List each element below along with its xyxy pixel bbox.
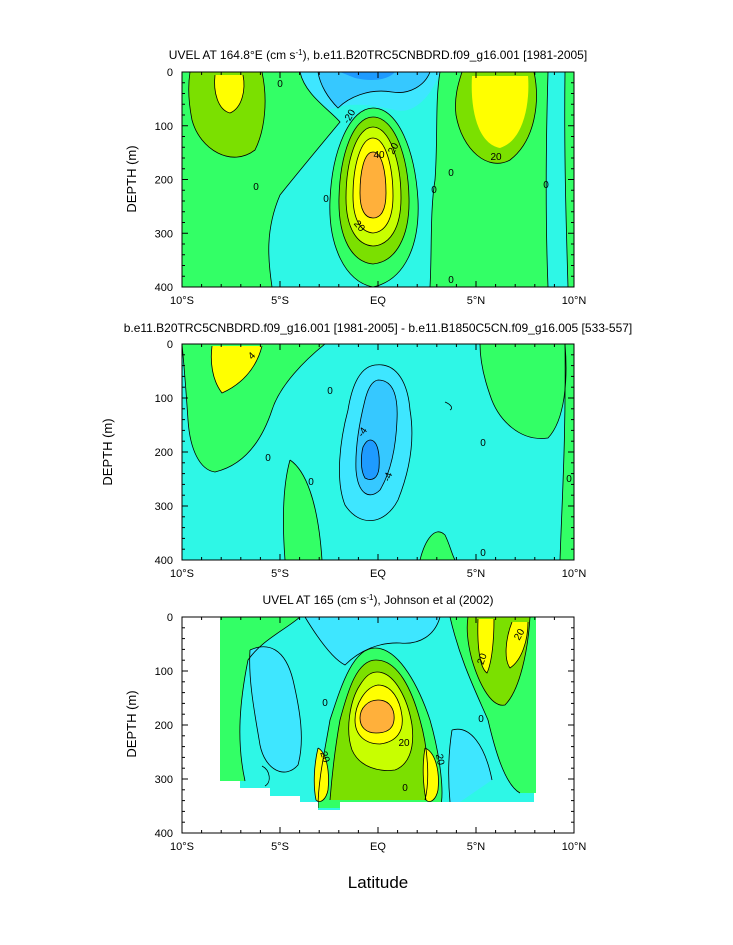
x-tick-label: EQ: [370, 568, 386, 580]
y-tick-label: 400: [155, 282, 173, 294]
x-tick-label: 5°N: [467, 841, 486, 853]
x-tick-label: EQ: [370, 295, 386, 307]
x-tick-label: 10°S: [170, 568, 194, 580]
p2-axes: 10°S 5°S EQ 5°N 10°N 0 100 200 300 400: [155, 339, 587, 580]
p1-clabel: 0: [448, 275, 454, 286]
p3-clabel: 20: [317, 750, 331, 765]
p3-clabel: 20: [398, 738, 410, 749]
y-tick-label: 100: [155, 666, 173, 678]
p1-clabel: 0: [253, 182, 259, 193]
p2-contour-labels: 4 0 0 -4 -4 0 0 0 0: [246, 350, 572, 559]
y-tick-label: 200: [155, 175, 173, 187]
p2-clabel: 0: [566, 474, 572, 485]
p3-core-ne: [506, 622, 528, 668]
x-tick-label: 5°S: [271, 841, 289, 853]
p1-clabel: 0: [431, 185, 437, 196]
p3-core-eq: [360, 700, 395, 733]
x-axis-label: Latitude: [348, 873, 409, 892]
y-tick-label: 0: [167, 67, 173, 79]
p1-clabel: 20: [490, 152, 502, 163]
p1-clabel: 0: [448, 168, 454, 179]
x-tick-label: 5°S: [271, 568, 289, 580]
p1-core-south: [214, 75, 244, 113]
p3-nodata-left: [183, 618, 220, 781]
panel-3-title: UVEL AT 165 (cm s-1), Johnson et al (200…: [262, 593, 493, 607]
p3-clabel: 20: [476, 652, 490, 667]
x-tick-label: 10°N: [562, 295, 587, 307]
p2-band-pos-n: [480, 344, 567, 439]
y-tick-label: 100: [155, 121, 173, 133]
p1-isolines: [188, 72, 569, 287]
p1-ylabel: DEPTH (m): [124, 145, 139, 212]
p3-band-10-edge: [220, 617, 300, 781]
panel-1: UVEL AT 164.8°E (cm s-1), b.e11.B20TRC5C…: [124, 48, 587, 307]
p3-isolines: [239, 617, 531, 809]
panel-2-title: b.e11.B20TRC5CNBDRD.f09_g16.001 [1981-20…: [124, 321, 633, 335]
p3-band-40-wlobe: [314, 748, 329, 802]
p3-clabel: 20: [433, 753, 446, 766]
p1-clabel: 40: [373, 150, 385, 161]
p2-clabel: -4: [382, 471, 396, 484]
p2-clabel: 0: [265, 453, 271, 464]
x-tick-label: 10°N: [562, 841, 587, 853]
p2-clabel: 0: [327, 386, 333, 397]
p2-clabel: 0: [308, 477, 314, 488]
p1-core-north: [471, 76, 529, 148]
p1-clabel: 0: [543, 180, 549, 191]
p1-band-neg20: [318, 72, 430, 108]
x-tick-label: 10°N: [562, 568, 587, 580]
p3-clabel: 0: [402, 783, 408, 794]
p3-band-neg-w: [249, 646, 302, 773]
y-tick-label: 100: [155, 393, 173, 405]
p2-core-neg: [361, 440, 380, 480]
panel-1-field: [182, 72, 574, 287]
y-tick-label: 0: [167, 612, 173, 624]
p2-clabel: 0: [480, 438, 486, 449]
x-tick-label: 10°S: [170, 295, 194, 307]
p3-ylabel: DEPTH (m): [124, 690, 139, 757]
y-tick-label: 300: [155, 501, 173, 513]
panel-3: UVEL AT 165 (cm s-1), Johnson et al (200…: [124, 593, 586, 853]
p2-ylabel: DEPTH (m): [100, 418, 115, 485]
p2-core-south: [211, 346, 262, 393]
p1-band-20-south: [188, 72, 266, 158]
p3-clabel: 20: [512, 627, 527, 643]
p3-core-north: [477, 619, 494, 673]
panel-1-title: UVEL AT 164.8°E (cm s-1), b.e11.B20TRC5C…: [169, 48, 587, 62]
panel-3-field: [220, 617, 536, 810]
panel-2: b.e11.B20TRC5CNBDRD.f09_g16.001 [1981-20…: [100, 321, 632, 580]
p3-clabel: 0: [322, 698, 328, 709]
p3-band-neg-c: [305, 617, 440, 665]
p3-band-neg-n: [448, 729, 492, 802]
p1-clabel: 0: [323, 194, 329, 205]
p1-clabel: 0: [277, 79, 283, 90]
p2-clabel: 0: [480, 548, 486, 559]
y-tick-label: 300: [155, 774, 173, 786]
p3-nodata-mask: [183, 617, 573, 832]
p1-band-neg30: [340, 72, 395, 80]
y-tick-label: 0: [167, 339, 173, 351]
y-tick-label: 400: [155, 555, 173, 567]
y-tick-label: 200: [155, 720, 173, 732]
x-tick-label: EQ: [370, 841, 386, 853]
p1-clabel: 20: [386, 141, 401, 157]
x-tick-label: 10°S: [170, 841, 194, 853]
y-tick-label: 200: [155, 447, 173, 459]
x-tick-label: 5°N: [467, 295, 486, 307]
p3-contour-labels: 20 20 0 20 20 20 0 0: [317, 627, 527, 794]
x-tick-label: 5°S: [271, 295, 289, 307]
p1-core-eq: [360, 152, 386, 218]
panel-2-field: [182, 344, 574, 560]
x-tick-label: 5°N: [467, 568, 486, 580]
p3-clabel: 0: [478, 714, 484, 725]
p2-band-pos-se: [283, 460, 322, 560]
y-tick-label: 400: [155, 828, 173, 840]
y-tick-label: 300: [155, 228, 173, 240]
